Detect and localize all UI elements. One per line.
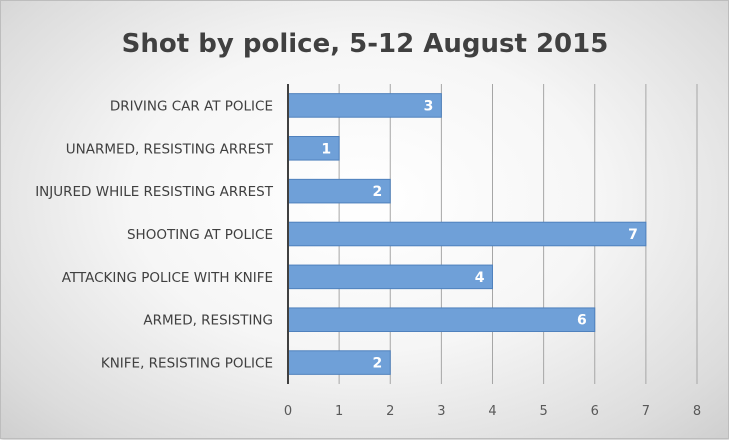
data-label: 2	[373, 184, 383, 200]
data-label: 4	[475, 270, 485, 286]
data-label: 6	[577, 313, 587, 329]
data-label: 7	[628, 227, 638, 243]
category-label: SHOOTING AT POLICE	[127, 227, 273, 243]
x-tick-label: 0	[284, 404, 292, 419]
category-label: ARMED, RESISTING	[143, 313, 273, 329]
category-label: KNIFE, RESISTING POLICE	[101, 356, 273, 372]
bars	[287, 93, 647, 375]
x-tick-label: 7	[642, 404, 650, 419]
x-tick-label: 8	[693, 404, 701, 419]
x-tick-labels: 0 1 2 3 4 5 6 7 8	[284, 404, 701, 419]
x-tick-label: 5	[539, 404, 547, 419]
category-label: INJURED WHILE RESISTING ARREST	[35, 184, 274, 200]
x-tick-label: 2	[386, 404, 394, 419]
x-tick-label: 3	[437, 404, 445, 419]
bar	[287, 136, 340, 161]
data-label: 1	[321, 141, 331, 157]
category-label: UNARMED, RESISTING ARREST	[66, 141, 274, 157]
chart-title: Shot by police, 5-12 August 2015	[122, 29, 609, 59]
bar	[287, 221, 647, 247]
bar	[287, 264, 493, 290]
bar	[287, 307, 596, 332]
category-labels: DRIVING CAR AT POLICE UNARMED, RESISTING …	[35, 98, 274, 371]
bar	[287, 93, 442, 118]
x-tick-label: 1	[335, 404, 343, 419]
data-label: 3	[424, 98, 434, 114]
x-tick-label: 6	[591, 404, 599, 419]
category-label: DRIVING CAR AT POLICE	[110, 98, 273, 114]
x-tick-label: 4	[488, 404, 496, 419]
data-label: 2	[373, 356, 383, 372]
data-labels: 3 1 2 7 4 6 2	[321, 98, 638, 371]
category-label: ATTACKING POLICE WITH KNIFE	[62, 270, 273, 286]
